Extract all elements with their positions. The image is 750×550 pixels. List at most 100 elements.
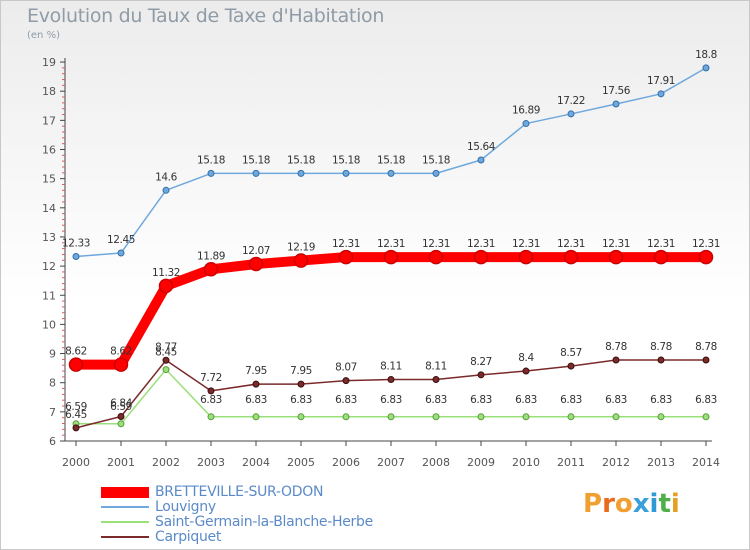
series-point — [657, 413, 665, 421]
x-tick-label: 2006 — [332, 456, 360, 469]
data-label: 6.83 — [335, 394, 357, 406]
series-point — [72, 424, 80, 432]
data-label: 12.31 — [467, 238, 495, 250]
data-label: 15.18 — [422, 154, 450, 166]
series-point — [338, 249, 354, 265]
x-tick-label: 2008 — [422, 456, 450, 469]
data-label: 17.56 — [602, 85, 631, 97]
series-point — [698, 249, 714, 265]
data-label: 8.11 — [380, 360, 402, 372]
y-tick-label: 12 — [42, 260, 56, 273]
data-label: 12.31 — [557, 238, 585, 250]
data-label: 15.18 — [287, 154, 315, 166]
legend-label: Carpiquet — [155, 529, 222, 545]
data-label: 17.91 — [647, 75, 675, 87]
y-tick-label: 8 — [49, 377, 56, 390]
series-point — [653, 249, 669, 265]
data-label: 7.95 — [245, 365, 267, 377]
series-point — [612, 413, 620, 421]
series-point — [473, 249, 489, 265]
data-label: 11.32 — [152, 267, 180, 279]
data-label: 8.57 — [560, 347, 582, 359]
series-point — [428, 249, 444, 265]
legend-swatch — [101, 486, 149, 498]
data-label: 8.62 — [110, 346, 132, 358]
legend-swatch — [101, 506, 149, 508]
series-point — [518, 249, 534, 265]
data-label: 15.18 — [242, 154, 270, 166]
series-point — [387, 413, 395, 421]
data-label: 8.78 — [695, 341, 717, 353]
series-point — [702, 356, 710, 364]
series-point — [113, 357, 129, 372]
data-label: 12.31 — [422, 238, 450, 250]
series-point — [477, 371, 485, 379]
series-point — [567, 362, 575, 370]
x-tick-label: 2002 — [152, 456, 180, 469]
series-point — [657, 90, 665, 98]
series-point — [342, 377, 350, 385]
data-label: 6.83 — [650, 394, 672, 406]
x-tick-label: 2005 — [287, 456, 315, 469]
data-label: 12.31 — [332, 238, 360, 250]
x-tick-label: 2009 — [467, 456, 495, 469]
legend-item: Carpiquet — [101, 529, 421, 545]
series-point — [342, 413, 350, 421]
data-label: 8.77 — [155, 341, 177, 353]
data-label: 15.18 — [332, 154, 360, 166]
data-label: 8.62 — [65, 346, 87, 358]
x-tick-label: 2000 — [62, 456, 90, 469]
legend-item: Saint-Germain-la-Blanche-Herbe — [101, 514, 421, 530]
data-label: 6.45 — [65, 409, 87, 421]
series-point — [477, 156, 485, 164]
series-point — [567, 413, 575, 421]
data-label: 12.31 — [512, 238, 540, 250]
data-label: 6.83 — [515, 394, 537, 406]
x-tick-label: 2014 — [692, 456, 720, 469]
series-point — [608, 249, 624, 265]
series-point — [72, 252, 80, 260]
data-label: 12.31 — [377, 238, 405, 250]
series-point — [297, 169, 305, 177]
series-point — [567, 110, 575, 118]
x-tick-label: 2013 — [647, 456, 675, 469]
data-label: 12.19 — [287, 242, 315, 254]
series-point — [522, 413, 530, 421]
series-point — [162, 366, 170, 374]
series-point — [158, 278, 174, 294]
data-label: 8.4 — [518, 352, 534, 364]
data-label: 17.22 — [557, 95, 585, 107]
data-label: 12.31 — [647, 238, 675, 250]
data-label: 6.83 — [605, 394, 627, 406]
data-label: 6.83 — [245, 394, 267, 406]
data-label: 6.83 — [290, 394, 312, 406]
series-point — [612, 356, 620, 364]
logo-letter: P — [583, 489, 603, 519]
series-point — [162, 356, 170, 364]
data-label: 7.72 — [200, 372, 222, 384]
series-point — [248, 256, 264, 272]
y-tick-label: 15 — [42, 173, 56, 186]
series-point — [702, 413, 710, 421]
y-tick-label: 7 — [49, 406, 56, 419]
y-tick-label: 10 — [42, 318, 56, 331]
data-label: 8.07 — [335, 362, 357, 374]
series-point — [207, 387, 215, 395]
series-point — [522, 367, 530, 375]
series-point — [297, 380, 305, 388]
series-point — [117, 420, 125, 428]
series-point — [252, 380, 260, 388]
series-point — [657, 356, 665, 364]
legend-label: BRETTEVILLE-SUR-ODON — [155, 484, 324, 500]
series-point — [383, 249, 399, 265]
data-label: 12.31 — [602, 238, 630, 250]
series-point — [297, 413, 305, 421]
series-point — [522, 120, 530, 128]
data-label: 16.89 — [512, 105, 540, 117]
legend-label: Saint-Germain-la-Blanche-Herbe — [155, 514, 373, 530]
legend-swatch — [101, 536, 149, 538]
data-label: 14.6 — [155, 171, 177, 183]
logo-letter: x — [632, 489, 650, 519]
series-point — [68, 357, 84, 372]
